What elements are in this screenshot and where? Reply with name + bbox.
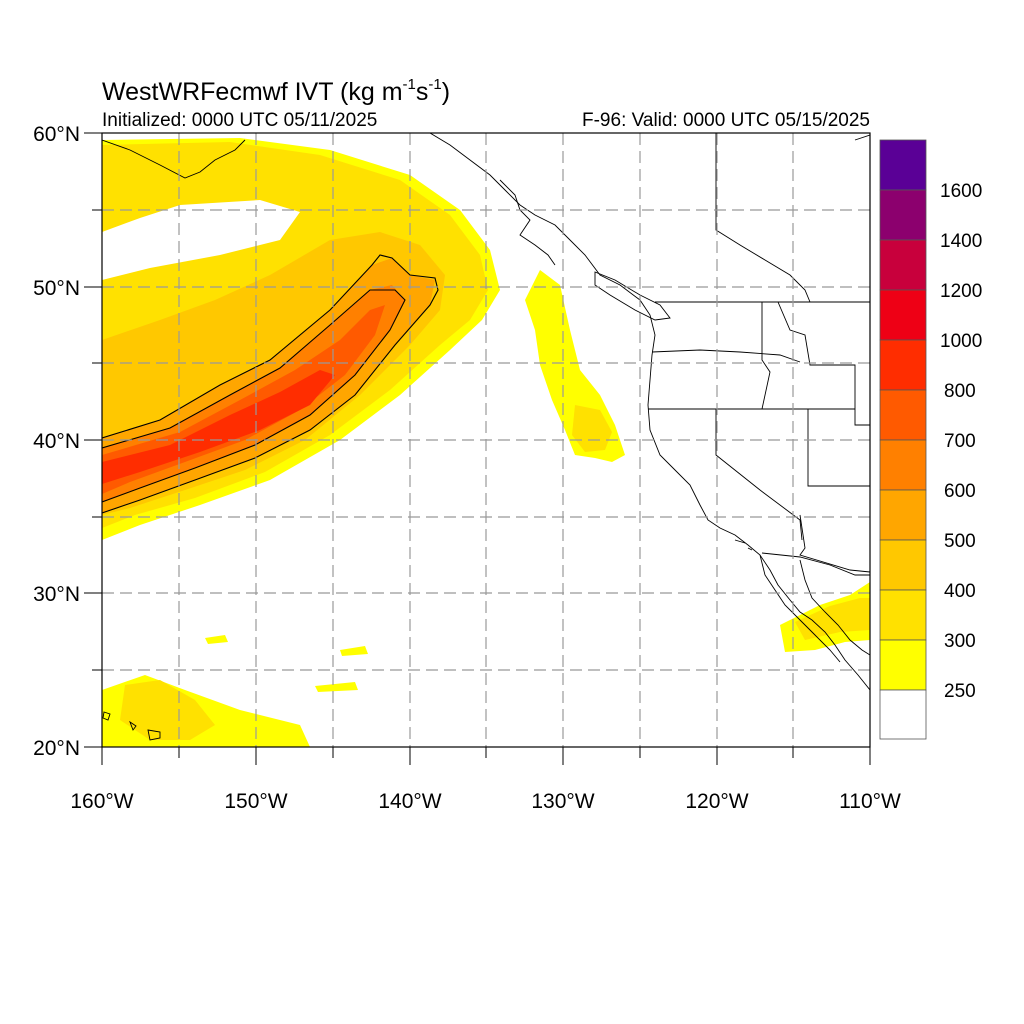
colorbar-bin-4 xyxy=(879,539,927,591)
colorbar-bin-10 xyxy=(879,239,927,291)
colorbar-bin-3 xyxy=(879,589,927,641)
colorbar-bin-6 xyxy=(879,439,927,491)
colorbar-label-800: 800 xyxy=(944,381,976,402)
colorbar-label-1400: 1400 xyxy=(940,231,982,252)
ivt-low-gap xyxy=(102,200,300,280)
channel-islands xyxy=(734,539,753,551)
colorbar-bin-5 xyxy=(879,489,927,541)
lon-label-150w: 150°W xyxy=(224,790,287,813)
az-border xyxy=(799,514,870,573)
colorbar-label-1000: 1000 xyxy=(940,331,982,352)
colorbar-bin-11 xyxy=(879,189,927,241)
lon-label-110w: 110°W xyxy=(839,790,901,813)
colorbar-label-1200: 1200 xyxy=(940,281,982,302)
latitude-labels: 20°N 30°N 40°N 50°N 60°N xyxy=(33,123,80,760)
colorbar-bin-2 xyxy=(879,639,927,691)
ivt-contours xyxy=(102,254,439,514)
colorbar-label-700: 700 xyxy=(944,431,976,452)
wa-or-border xyxy=(651,349,801,363)
lat-label-60n: 60°N xyxy=(33,123,80,146)
bc-coast-islands xyxy=(499,179,556,266)
contour-500 xyxy=(102,289,406,503)
colorbar-label-400: 400 xyxy=(944,581,976,602)
lon-label-120w: 120°W xyxy=(685,790,748,813)
vancouver-island xyxy=(594,271,671,321)
montana-idaho-border xyxy=(777,301,870,426)
lat-label-40n: 40°N xyxy=(33,430,80,453)
ivt-hawaii-core xyxy=(120,680,215,740)
colorbar xyxy=(879,139,927,740)
lon-label-160w: 160°W xyxy=(70,790,133,813)
lat-label-20n: 20°N xyxy=(33,737,80,760)
colorbar-bin-12 xyxy=(879,139,927,191)
title-units: (kg m-1s-1) xyxy=(340,76,451,106)
longitude-labels: 160°W 150°W 140°W 130°W 120°W 110°W xyxy=(70,790,901,813)
hawaii-islands xyxy=(102,711,161,741)
land-boundaries xyxy=(102,133,870,741)
valid-time-label: F-96: Valid: 0000 UTC 05/15/2025 xyxy=(582,110,870,131)
bc-alberta-border xyxy=(715,133,811,303)
us-mexico-border xyxy=(761,552,870,576)
map-gridlines xyxy=(102,133,870,747)
nv-ut-border xyxy=(807,409,870,487)
north-america-coastline xyxy=(429,133,870,691)
lat-label-50n: 50°N xyxy=(33,277,80,300)
colorbar-bin-1 xyxy=(879,689,927,740)
colorbar-bin-7 xyxy=(879,389,927,441)
lon-label-130w: 130°W xyxy=(531,790,594,813)
colorbar-label-1600: 1600 xyxy=(940,181,982,202)
colorbar-bin-9 xyxy=(879,289,927,341)
lat-label-30n: 30°N xyxy=(33,583,80,606)
lon-label-140w: 140°W xyxy=(378,790,441,813)
axis-ticks xyxy=(84,132,871,765)
colorbar-labels: 1600 1400 1200 1000 800 700 600 500 400 … xyxy=(940,181,982,702)
colorbar-label-500: 500 xyxy=(944,531,976,552)
map-title: WestWRFecmwf IVT (kg m-1s-1) xyxy=(102,70,450,107)
alaska-coast xyxy=(102,139,246,179)
contour-250 xyxy=(102,254,439,514)
idaho-west-border xyxy=(761,302,771,410)
colorbar-label-600: 600 xyxy=(944,481,976,502)
eastern-alberta-border xyxy=(854,134,870,141)
ivt-patch-small-1 xyxy=(205,635,228,644)
title-model: WestWRFecmwf xyxy=(102,78,288,106)
title-variable: IVT xyxy=(294,78,334,106)
colorbar-label-250: 250 xyxy=(944,681,976,702)
colorbar-label-300: 300 xyxy=(944,631,976,652)
ivt-patch-small-3 xyxy=(315,682,358,692)
colorbar-bin-8 xyxy=(879,339,927,391)
ivt-patch-small-2 xyxy=(340,646,368,656)
gulf-of-california-east xyxy=(799,559,870,656)
initialized-label: Initialized: 0000 UTC 05/11/2025 xyxy=(102,110,378,131)
ivt-800-region xyxy=(102,370,335,484)
ca-nv-border xyxy=(715,409,803,541)
